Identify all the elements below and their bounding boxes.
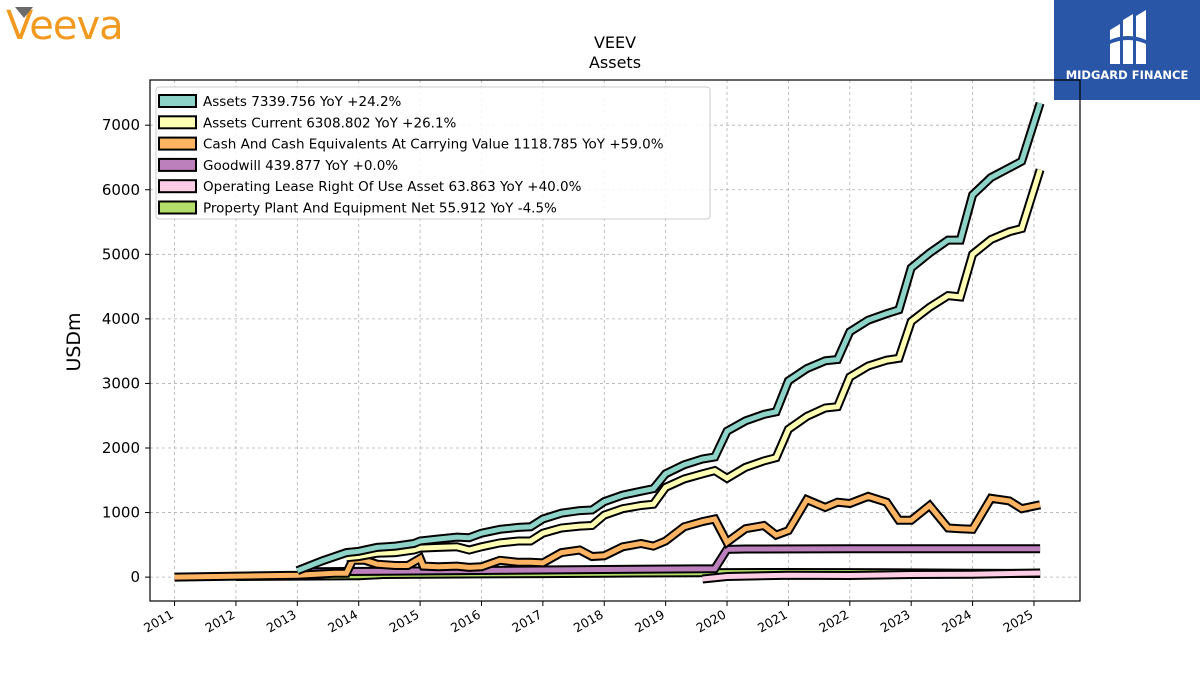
x-tick-label: 2022 [816,607,851,636]
x-tick-label: 2019 [632,607,667,636]
legend-entry: Assets Current 6308.802 YoY +26.1% [203,115,457,131]
y-tick-label: 7000 [102,116,140,134]
legend: Assets 7339.756 YoY +24.2% Assets Current… [155,86,711,220]
legend-entry: Cash And Cash Equivalents At Carrying Va… [203,137,664,153]
legend-entry: Property Plant And Equipment Net 55.912 … [203,201,557,217]
midgard-mark-icon [1110,10,1146,64]
chart-subtitle: Assets [589,53,641,72]
x-tick-label: 2014 [325,607,360,636]
x-tick-label: 2017 [509,607,544,636]
midgard-finance-logo: MIDGARD FINANCE [1054,0,1200,100]
series-goodwill [297,544,1041,577]
series-line [174,493,1041,580]
legend-swatch [158,200,197,215]
x-tick-label: 2018 [571,607,606,636]
series-outline [345,168,1045,563]
partner-name: MIDGARD FINANCE [1065,68,1189,82]
y-tick-label: 1000 [102,504,140,522]
series-operating_lease [702,568,1041,584]
series-assets_current [345,168,1045,563]
legend-swatch [158,157,197,172]
y-tick-label: 0 [130,568,140,586]
series-line [702,570,1041,582]
y-tick-label: 4000 [102,310,140,328]
legend-swatch [158,136,197,151]
series-cash [174,491,1042,582]
x-tick-label: 2016 [448,607,483,636]
x-tick-label: 2025 [1000,607,1035,636]
series-line [297,546,1041,575]
legend-swatch [158,179,197,194]
y-tick-label: 6000 [102,181,140,199]
series-assets [295,101,1045,575]
legend-entry: Assets 7339.756 YoY +24.2% [203,94,402,110]
y-tick-label: 3000 [102,374,140,392]
plot-frame [149,79,1081,602]
series-layer [174,101,1045,584]
legend-entry: Operating Lease Right Of Use Asset 63.86… [203,179,582,195]
legend-box [155,86,711,220]
x-tick-label: 2023 [878,607,913,636]
legend-swatch [158,115,197,130]
y-tick-label: 2000 [102,439,140,457]
logo-chevron-icon [15,7,33,18]
chart-title: VEEV [594,33,636,52]
x-tick-label: 2020 [693,607,728,636]
legend-swatch [158,94,197,108]
x-tick-label: 2021 [755,607,790,636]
legend-entry: Goodwill 439.877 YoY +0.0% [203,158,398,174]
x-tick-label: 2013 [264,607,299,636]
y-axis-label: USDm [63,312,85,371]
x-tick-label: 2015 [387,607,422,636]
series-line [346,168,1043,561]
veeva-logo: Veeva [6,4,124,48]
x-tick-label: 2012 [202,607,237,636]
x-tick-label: 2011 [141,607,176,636]
series-line [296,102,1043,574]
x-tick-label: 2024 [939,607,974,636]
y-tick-label: 5000 [102,245,140,263]
